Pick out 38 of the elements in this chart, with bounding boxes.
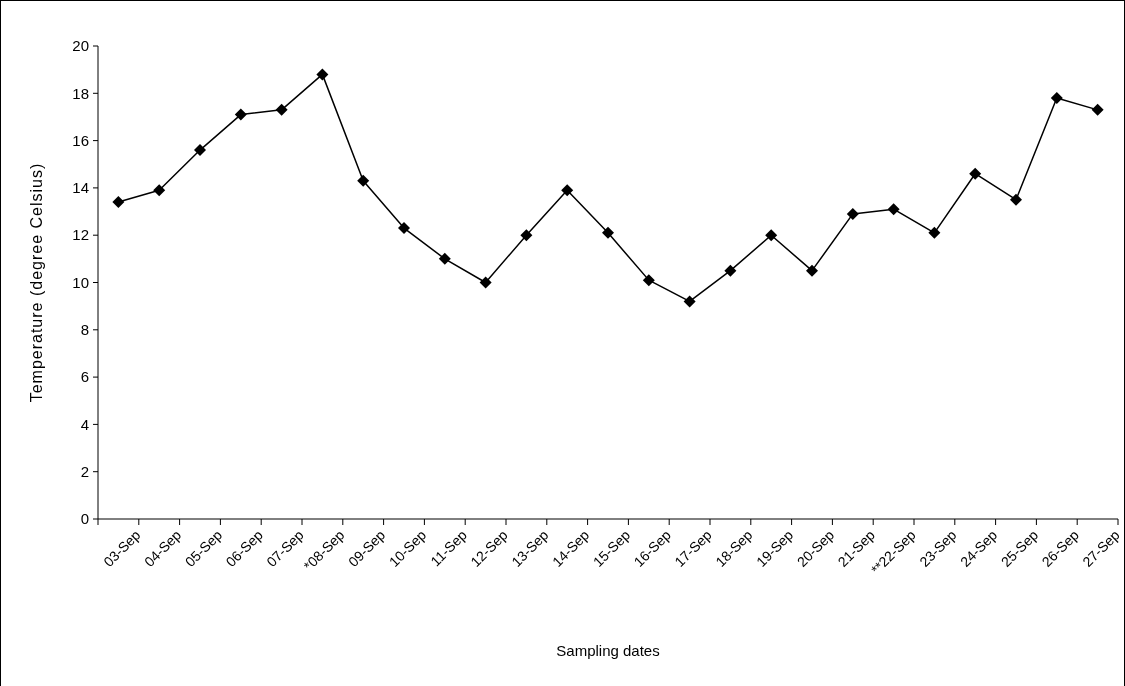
point — [1091, 103, 1104, 116]
x-axis-title: Sampling dates — [556, 642, 660, 659]
point — [520, 229, 533, 242]
point — [398, 222, 410, 235]
point — [561, 184, 574, 197]
point — [438, 252, 451, 265]
y-tick-label: 12 — [72, 226, 89, 244]
y-tick-label: 14 — [72, 179, 89, 197]
point — [1050, 92, 1063, 105]
point — [642, 274, 655, 287]
point — [724, 264, 737, 277]
point — [683, 295, 696, 308]
point — [887, 203, 900, 216]
y-axis-title: Temperature (degree Celsius) — [28, 162, 45, 403]
y-tick-label: 2 — [80, 462, 89, 480]
y-tick-label: 8 — [80, 321, 89, 339]
point — [194, 144, 206, 157]
point — [846, 207, 859, 220]
y-tick-label: 6 — [80, 368, 89, 386]
point — [969, 167, 982, 180]
y-tick-label: 18 — [72, 84, 89, 102]
y-tick-label: 16 — [72, 131, 89, 149]
point — [602, 226, 614, 239]
point — [1010, 193, 1022, 206]
point — [357, 174, 370, 187]
point — [479, 276, 492, 289]
point — [316, 68, 329, 81]
point — [928, 226, 941, 239]
point — [765, 229, 778, 242]
y-tick-label: 0 — [80, 510, 89, 528]
point — [112, 196, 125, 209]
y-tick-label: 4 — [80, 415, 89, 433]
point — [153, 184, 166, 197]
point — [234, 108, 247, 121]
point — [275, 103, 288, 116]
y-tick-label: 20 — [72, 37, 89, 55]
point — [806, 264, 818, 277]
y-tick-label: 10 — [72, 273, 89, 291]
